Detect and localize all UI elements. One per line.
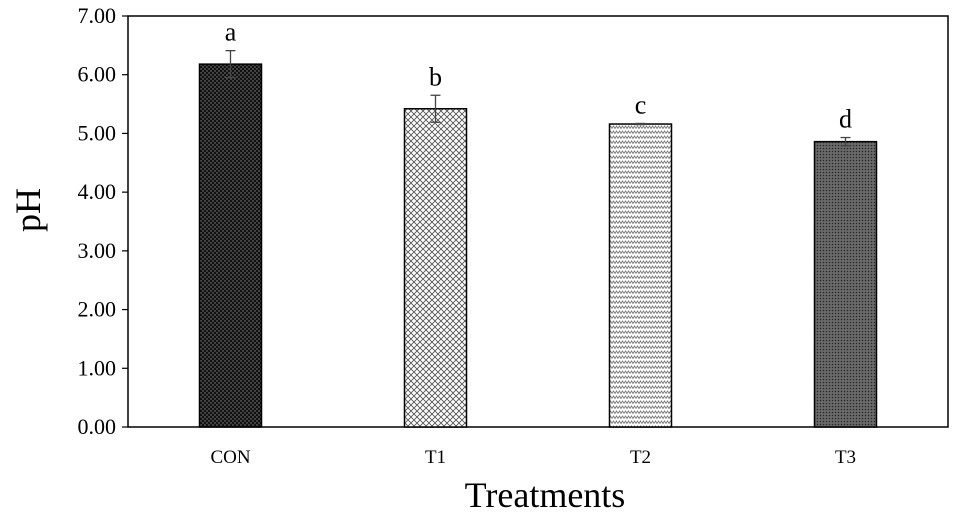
error-bar: [430, 94, 441, 123]
significance-letters: a b c d: [225, 18, 852, 134]
x-tick-label: CON: [210, 447, 250, 468]
x-tick-label: T1: [425, 447, 446, 468]
bar-con: [198, 63, 263, 428]
bar-t2: [608, 123, 673, 428]
significance-letter: c: [635, 90, 647, 119]
y-axis: 0.00 1.00 2.00 3.00 4.00 5.00 6.00 7.00: [78, 3, 128, 439]
error-bar: [840, 136, 851, 147]
y-axis-title: pH: [8, 188, 48, 232]
y-tick-label: 2.00: [78, 297, 117, 322]
y-tick-label: 1.00: [78, 355, 117, 380]
y-tick-label: 5.00: [78, 120, 117, 145]
significance-letter: a: [225, 18, 237, 47]
x-axis-title: Treatments: [465, 475, 626, 515]
error-bar: [225, 49, 236, 79]
error-bars: [225, 49, 851, 147]
x-tick-label: T3: [835, 447, 856, 468]
bar-t1: [403, 108, 468, 428]
x-axis: CON T1 T2 T3: [210, 447, 856, 468]
significance-letter: d: [839, 105, 852, 134]
x-tick-label: T2: [630, 447, 651, 468]
plot-area-border: [127, 15, 949, 428]
y-tick-label: 7.00: [78, 3, 117, 28]
y-tick-label: 0.00: [78, 414, 117, 439]
y-tick-label: 6.00: [78, 62, 117, 87]
y-tick-label: 4.00: [78, 179, 117, 204]
significance-letter: b: [429, 62, 442, 91]
bar-t3: [813, 140, 878, 428]
y-tick-label: 3.00: [78, 238, 117, 263]
bars: [198, 63, 878, 428]
error-bar: [635, 122, 646, 126]
